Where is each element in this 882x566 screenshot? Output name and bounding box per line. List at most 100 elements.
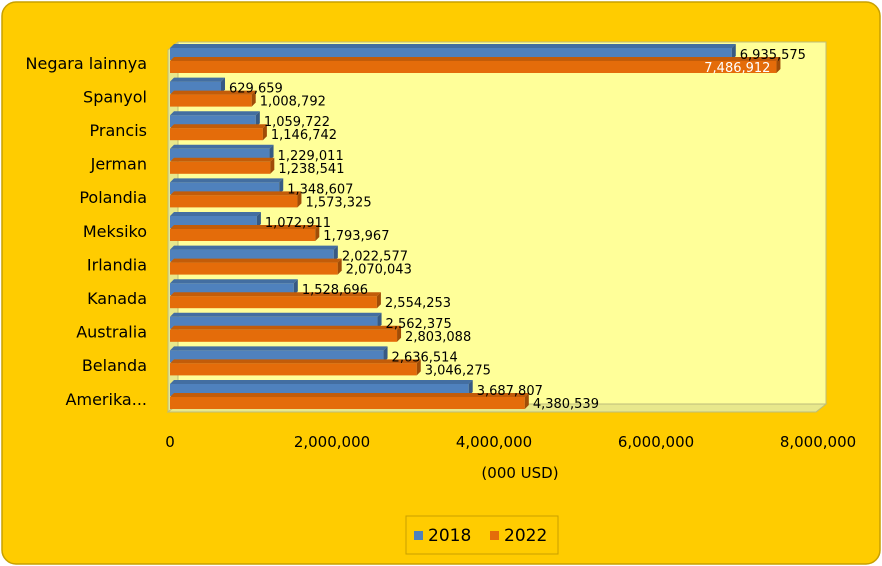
- bar-side-2022: [524, 393, 529, 409]
- bar-side-2022: [262, 124, 267, 141]
- data-label-2022: 1,146,742: [271, 128, 337, 143]
- x-axis-tick-labels: 0 2,000,000 4,000,000 6,000,000 8,000,000: [165, 433, 856, 451]
- data-label-2018: 2,562,375: [386, 317, 452, 332]
- category-label: Meksiko: [83, 222, 147, 241]
- bar-top-2022: [170, 225, 320, 229]
- data-label-2022: 4,380,539: [533, 397, 599, 412]
- legend-box: [405, 515, 559, 555]
- data-label-2022: 2,554,253: [385, 296, 451, 311]
- x-tick-label: 4,000,000: [456, 433, 532, 451]
- bar-side-2018: [383, 346, 388, 363]
- bar-side-2022: [376, 292, 381, 309]
- bar-2022: [170, 128, 263, 141]
- bar-top-2022: [170, 124, 267, 129]
- data-label-2018: 629,659: [229, 82, 283, 97]
- bar-top-2022: [170, 292, 381, 297]
- bar-top-2022: [170, 258, 342, 263]
- bar-side-2022: [416, 359, 421, 376]
- bar-top-2022: [170, 325, 402, 330]
- bar-side-2018: [256, 212, 261, 228]
- bar-top-2018: [170, 312, 382, 317]
- data-label-2022: 2,803,088: [405, 330, 471, 345]
- bar-top-2018: [170, 111, 260, 116]
- bar-2022: [170, 262, 338, 275]
- data-label-2018: 6,935,575: [740, 48, 806, 63]
- data-label-2018: 1,059,722: [264, 115, 330, 130]
- bar-side-2022: [270, 157, 275, 174]
- legend-swatch-2018: [414, 531, 423, 540]
- bar-top-2018: [170, 245, 338, 250]
- x-tick-label: 0: [165, 433, 175, 451]
- legend-label-2022: 2022: [504, 526, 547, 546]
- bar-side-2018: [468, 380, 473, 396]
- category-label: Amerika...: [66, 390, 147, 409]
- category-label: Belanda: [82, 356, 147, 375]
- bar-2022: [170, 397, 525, 409]
- bar-top-2022: [170, 393, 529, 397]
- bar-side-2022: [337, 258, 342, 275]
- bar-2022: [170, 161, 271, 174]
- bar-top-2022: [170, 57, 781, 61]
- data-label-2022: 1,238,541: [278, 162, 344, 177]
- bar-side-2018: [221, 77, 226, 94]
- bar-top-2018: [170, 279, 298, 284]
- data-label-2018: 3,687,807: [477, 384, 543, 399]
- bar-side-2018: [279, 178, 284, 195]
- data-label-2022: 2,070,043: [346, 263, 412, 278]
- data-label-2018: 1,348,607: [287, 182, 353, 197]
- category-label: Negara lainnya: [26, 54, 148, 73]
- x-tick-label: 2,000,000: [294, 433, 370, 451]
- category-label: Spanyol: [83, 87, 147, 106]
- bar-side-2018: [333, 245, 338, 262]
- data-label-2022: 1,573,325: [305, 195, 371, 210]
- bar-side-2018: [731, 44, 736, 60]
- bar-side-2022: [315, 225, 320, 241]
- x-axis-label: (000 USD): [481, 464, 558, 482]
- data-label-2018: 1,528,696: [302, 283, 368, 298]
- legend-swatch-2022: [490, 531, 499, 540]
- bar-side-2022: [776, 57, 781, 73]
- data-label-2022: 1,008,792: [260, 95, 326, 110]
- data-label-2022: 1,793,967: [323, 229, 389, 244]
- bar-top-2018: [170, 44, 736, 48]
- bar-top-2018: [170, 77, 226, 82]
- bar-side-2022: [251, 90, 256, 107]
- bar-side-2018: [269, 144, 274, 161]
- bar-top-2022: [170, 191, 302, 196]
- category-label: Prancis: [90, 121, 147, 140]
- bar-side-2022: [297, 191, 302, 208]
- bar-2022: [170, 363, 417, 376]
- category-label: Australia: [76, 323, 147, 342]
- data-label-2018: 1,072,911: [265, 216, 331, 231]
- bar-top-2018: [170, 346, 388, 351]
- data-label-2018: 2,636,514: [392, 350, 458, 365]
- data-label-2022: 7,486,912: [704, 61, 770, 76]
- bar-top-2018: [170, 178, 284, 183]
- bar-side-2018: [293, 279, 298, 296]
- bar-2022: [170, 229, 316, 241]
- category-label: Polandia: [79, 188, 147, 207]
- x-tick-label: 6,000,000: [618, 433, 694, 451]
- x-tick-label: 8,000,000: [780, 433, 856, 451]
- data-label-2018: 2,022,577: [342, 250, 408, 265]
- bar-2022: [170, 296, 377, 309]
- bars-layer: [170, 44, 781, 409]
- category-label: Jerman: [90, 155, 147, 174]
- legend-label-2018: 2018: [428, 526, 471, 546]
- category-label: Kanada: [87, 289, 147, 308]
- bar-2022: [170, 329, 398, 342]
- category-label: Irlandia: [87, 255, 147, 274]
- bar-top-2018: [170, 212, 261, 216]
- bar-side-2018: [377, 312, 382, 329]
- bar-side-2022: [397, 325, 402, 342]
- bar-top-2022: [170, 359, 421, 364]
- category-labels: Negara lainnya Spanyol Prancis Jerman Poland…: [26, 54, 148, 409]
- bar-top-2018: [170, 144, 274, 149]
- bar-2022: [170, 195, 298, 208]
- bar-top-2022: [170, 90, 256, 95]
- data-label-2018: 1,229,011: [278, 149, 344, 164]
- bar-2022: [170, 61, 777, 73]
- bar-top-2022: [170, 157, 275, 162]
